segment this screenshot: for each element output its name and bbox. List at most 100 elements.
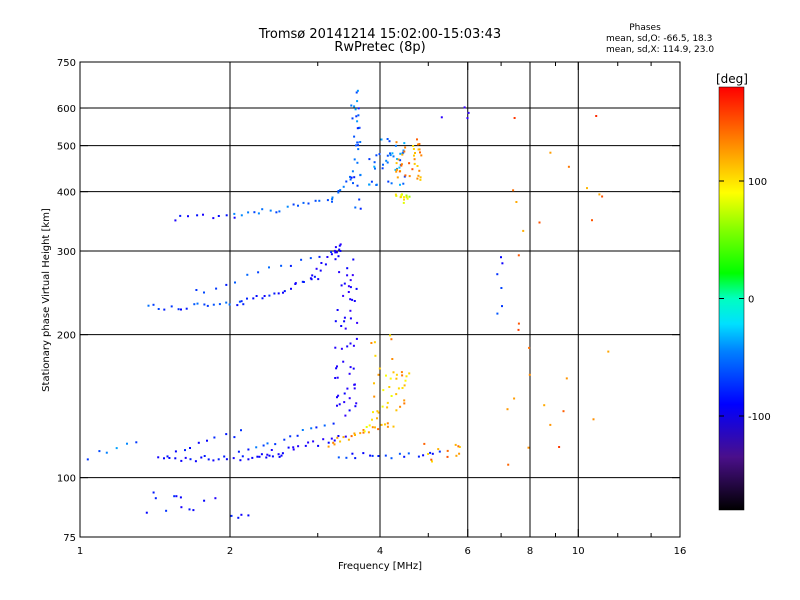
echo-point xyxy=(331,198,334,201)
echo-point xyxy=(350,176,353,179)
echo-point xyxy=(206,304,209,307)
echo-point xyxy=(431,460,433,463)
echo-point xyxy=(349,342,352,345)
echo-point xyxy=(466,117,469,120)
echo-point xyxy=(337,456,340,459)
echo-point xyxy=(591,219,593,222)
echo-point xyxy=(168,457,171,459)
echo-point xyxy=(356,89,359,92)
echo-point xyxy=(340,347,343,350)
echo-point xyxy=(173,495,176,498)
echo-point xyxy=(177,308,180,311)
echo-point xyxy=(427,453,430,455)
echo-point xyxy=(237,450,240,453)
x-tick-label: 8 xyxy=(527,546,533,557)
echo-point xyxy=(281,452,284,455)
echo-point xyxy=(340,325,343,327)
echo-point xyxy=(405,194,408,197)
echo-point xyxy=(356,120,359,123)
echo-point xyxy=(327,441,330,444)
echo-point xyxy=(400,164,403,167)
echo-point xyxy=(241,455,244,458)
echo-point xyxy=(266,453,269,456)
echo-point xyxy=(322,438,325,441)
echo-point xyxy=(395,194,398,197)
echo-point xyxy=(313,275,316,278)
echo-point xyxy=(252,297,255,300)
echo-point xyxy=(223,455,226,458)
echo-point xyxy=(180,506,183,509)
echo-point xyxy=(405,195,408,198)
echo-point xyxy=(359,207,362,210)
echo-point xyxy=(357,107,360,110)
echo-point xyxy=(318,199,321,202)
echo-point xyxy=(311,274,314,277)
echo-point xyxy=(145,511,148,514)
echo-point xyxy=(403,150,406,153)
echo-point xyxy=(261,208,264,211)
echo-point xyxy=(395,377,398,380)
echo-point xyxy=(386,138,389,140)
echo-point xyxy=(269,209,272,212)
echo-point xyxy=(347,291,350,293)
echo-point xyxy=(373,341,376,344)
echo-point xyxy=(386,161,389,164)
echo-point xyxy=(395,141,398,144)
echo-point xyxy=(349,309,352,312)
echo-point xyxy=(349,366,352,369)
echo-point xyxy=(247,211,250,214)
echo-point xyxy=(512,189,515,192)
echo-point xyxy=(357,144,360,147)
echo-point xyxy=(273,292,276,295)
echo-point xyxy=(343,282,346,285)
echo-point xyxy=(601,195,604,198)
y-tick-label: 300 xyxy=(57,247,76,258)
echo-point xyxy=(381,405,384,408)
echo-point xyxy=(337,394,340,397)
echo-point xyxy=(302,281,305,283)
echo-point xyxy=(517,322,520,325)
echo-point xyxy=(330,437,333,440)
echo-point xyxy=(163,308,166,311)
echo-point xyxy=(607,350,610,353)
axis-ticks xyxy=(79,61,681,538)
echo-point xyxy=(331,200,333,203)
echo-point xyxy=(346,274,349,277)
echo-point xyxy=(346,387,349,390)
echo-point xyxy=(203,303,206,306)
echo-point xyxy=(352,344,355,347)
echo-point xyxy=(417,148,420,151)
echo-point xyxy=(278,455,281,458)
echo-point xyxy=(401,387,404,389)
echo-point xyxy=(318,255,321,258)
echo-point xyxy=(389,154,392,157)
echo-point xyxy=(387,180,390,183)
chart-title: Tromsø 20141214 15:02:00-15:03:43 xyxy=(258,27,502,42)
echo-point xyxy=(336,436,339,439)
echo-point xyxy=(357,148,360,151)
echo-point xyxy=(174,457,177,460)
echo-point xyxy=(407,452,410,455)
echo-point xyxy=(225,283,228,286)
echo-point xyxy=(386,425,389,428)
echo-point xyxy=(403,384,406,387)
echo-point xyxy=(356,127,359,130)
echo-point xyxy=(513,117,516,119)
x-tick-label: 2 xyxy=(227,546,233,557)
echo-point xyxy=(371,418,373,421)
echo-point xyxy=(377,373,380,376)
echo-point xyxy=(233,212,236,215)
echo-point xyxy=(218,303,221,306)
echo-point xyxy=(396,176,399,179)
echo-point xyxy=(403,175,406,178)
echo-point xyxy=(389,377,392,380)
echo-point xyxy=(354,108,357,111)
echo-point xyxy=(342,294,345,297)
echo-point xyxy=(463,106,466,109)
echo-point xyxy=(174,450,177,453)
echo-point xyxy=(301,280,304,283)
echo-point xyxy=(251,456,254,459)
echo-point xyxy=(527,446,530,449)
echo-point xyxy=(334,377,337,379)
echo-point xyxy=(355,115,358,118)
